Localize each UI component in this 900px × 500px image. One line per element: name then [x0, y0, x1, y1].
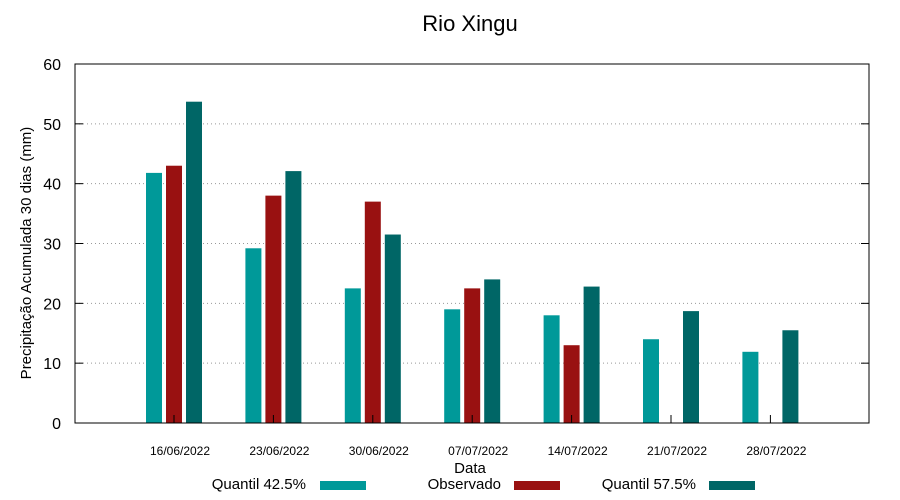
y-tick-label: 30: [43, 237, 61, 254]
bars: [146, 101, 799, 423]
legend-swatch: [709, 481, 755, 490]
legend-label: Quantil 57.5%: [602, 476, 696, 493]
bar: [146, 172, 162, 423]
x-tick-label: 23/06/2022: [249, 444, 309, 458]
legend-label: Quantil 42.5%: [212, 476, 306, 493]
legend-swatch: [320, 481, 366, 490]
y-tick-label: 60: [43, 57, 61, 74]
bar: [186, 101, 202, 423]
y-tick-label: 40: [43, 177, 61, 194]
bar: [742, 351, 759, 423]
y-tick-label: 0: [52, 416, 61, 433]
x-tick-label: 07/07/2022: [448, 444, 508, 458]
y-tick-label: 50: [43, 117, 61, 134]
x-tick-label: 16/06/2022: [150, 444, 210, 458]
bar: [782, 330, 799, 423]
bar: [364, 201, 381, 423]
bar: [543, 315, 560, 423]
y-tick-label: 10: [43, 356, 61, 373]
chart-title: Rio Xingu: [422, 11, 517, 36]
y-axis-label: Precipitação Acumulada 30 dias (mm): [18, 127, 35, 380]
bar: [464, 288, 481, 423]
bar: [344, 288, 361, 423]
y-axis-ticks: 0 10 20 30 40 50 60: [43, 57, 869, 433]
bar: [384, 234, 401, 423]
legend-label: Observado: [428, 476, 501, 493]
legend: Quantil 42.5% Observado Quantil 57.5%: [212, 476, 755, 493]
bar: [285, 171, 302, 423]
bar: [245, 248, 262, 423]
bar: [683, 311, 699, 423]
x-tick-label: 30/06/2022: [349, 444, 409, 458]
bar: [583, 286, 600, 423]
bar: [444, 309, 461, 423]
bar: [166, 165, 182, 423]
grid-lines: [75, 123, 869, 364]
x-axis-label: Data: [454, 460, 486, 477]
bar: [265, 195, 282, 423]
x-tick-label: 14/07/2022: [548, 444, 608, 458]
bar: [643, 339, 659, 423]
y-tick-label: 20: [43, 296, 61, 313]
x-tick-label: 28/07/2022: [746, 444, 806, 458]
legend-swatch: [514, 481, 560, 490]
x-tick-label: 21/07/2022: [647, 444, 707, 458]
bar: [563, 345, 580, 423]
x-axis-ticks: 16/06/2022 23/06/2022 30/06/2022 07/07/2022…: [150, 415, 807, 458]
bar: [484, 279, 501, 423]
